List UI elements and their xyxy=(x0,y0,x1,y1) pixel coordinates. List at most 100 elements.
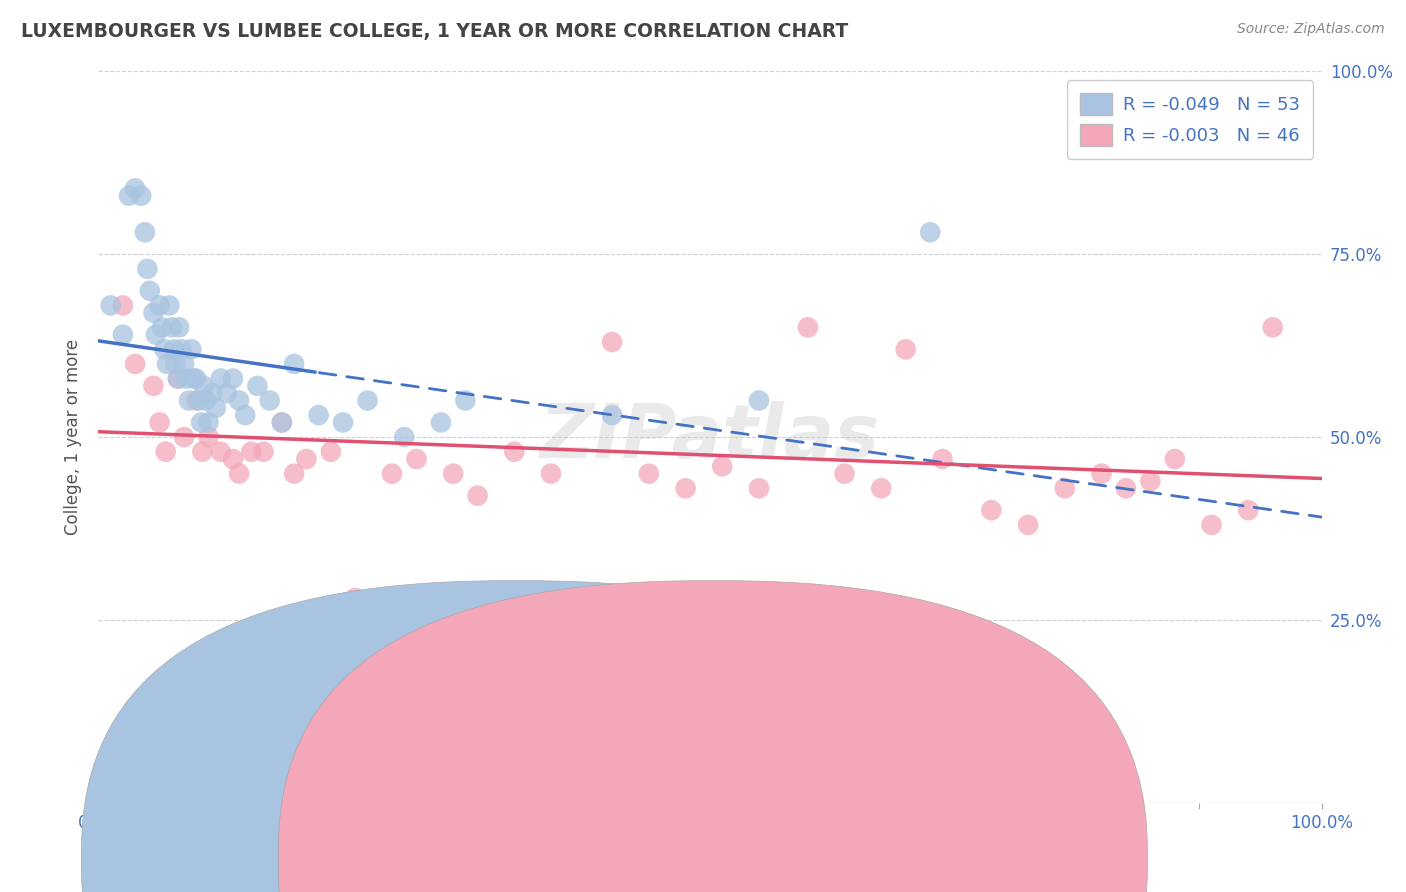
Point xyxy=(540,467,562,481)
Point xyxy=(173,357,195,371)
Point xyxy=(344,591,367,605)
Point xyxy=(186,371,208,385)
Point xyxy=(155,444,177,458)
Legend: R = -0.049   N = 53, R = -0.003   N = 46: R = -0.049 N = 53, R = -0.003 N = 46 xyxy=(1067,80,1313,159)
Point xyxy=(167,371,190,385)
Text: Source: ZipAtlas.com: Source: ZipAtlas.com xyxy=(1237,22,1385,37)
Point xyxy=(157,298,180,312)
Point xyxy=(186,393,208,408)
Point xyxy=(145,327,167,342)
Point xyxy=(191,444,214,458)
Point xyxy=(136,261,159,276)
Point xyxy=(1017,517,1039,532)
Point xyxy=(180,343,202,357)
Point xyxy=(295,452,318,467)
Point xyxy=(675,481,697,495)
Point xyxy=(193,379,215,393)
Point xyxy=(441,467,464,481)
Point xyxy=(129,188,152,202)
Point xyxy=(711,459,734,474)
Point xyxy=(165,357,187,371)
Point xyxy=(503,444,526,458)
Point xyxy=(100,298,122,312)
Point xyxy=(1139,474,1161,488)
Point xyxy=(1090,467,1112,481)
Point xyxy=(205,401,228,415)
Point xyxy=(228,467,250,481)
Point xyxy=(183,371,205,385)
Point xyxy=(233,408,256,422)
Point xyxy=(177,393,200,408)
Point xyxy=(1261,320,1284,334)
Point xyxy=(170,343,193,357)
Point xyxy=(797,320,820,334)
Point xyxy=(834,467,856,481)
Point xyxy=(124,181,146,195)
Text: Luxembourgers: Luxembourgers xyxy=(537,849,666,867)
Point xyxy=(167,320,190,334)
Point xyxy=(149,298,172,312)
Point xyxy=(222,371,245,385)
Point xyxy=(201,386,224,401)
Text: Lumbee: Lumbee xyxy=(734,849,800,867)
Point xyxy=(454,393,477,408)
Point xyxy=(405,452,427,467)
Point xyxy=(197,416,219,430)
Point xyxy=(163,343,186,357)
Point xyxy=(980,503,1002,517)
Point xyxy=(600,334,623,349)
Point xyxy=(748,481,770,495)
Point xyxy=(176,371,198,385)
Point xyxy=(931,452,953,467)
Point xyxy=(153,343,176,357)
Point xyxy=(187,393,209,408)
Point xyxy=(637,467,661,481)
Point xyxy=(209,371,232,385)
Point xyxy=(920,225,942,239)
Point xyxy=(259,393,281,408)
Point xyxy=(515,649,537,664)
Point xyxy=(190,416,212,430)
Point xyxy=(142,379,165,393)
Point xyxy=(1237,503,1260,517)
Point xyxy=(209,444,232,458)
Text: LUXEMBOURGER VS LUMBEE COLLEGE, 1 YEAR OR MORE CORRELATION CHART: LUXEMBOURGER VS LUMBEE COLLEGE, 1 YEAR O… xyxy=(21,22,848,41)
Point xyxy=(332,416,354,430)
Point xyxy=(430,416,453,430)
Point xyxy=(748,393,770,408)
Point xyxy=(111,298,134,312)
Point xyxy=(222,452,245,467)
Point xyxy=(167,371,190,385)
Point xyxy=(308,408,330,422)
Point xyxy=(173,430,195,444)
Point xyxy=(894,343,917,357)
Point xyxy=(160,320,183,334)
Point xyxy=(1053,481,1076,495)
Point xyxy=(319,444,342,458)
Point xyxy=(150,320,173,334)
Point xyxy=(270,416,294,430)
Y-axis label: College, 1 year or more: College, 1 year or more xyxy=(65,339,83,535)
Point xyxy=(246,379,269,393)
Point xyxy=(134,225,156,239)
Point xyxy=(1115,481,1137,495)
Text: ZIPatlas: ZIPatlas xyxy=(540,401,880,474)
Point xyxy=(1201,517,1223,532)
Point xyxy=(124,357,146,371)
Point xyxy=(111,327,134,342)
Point xyxy=(283,467,305,481)
Point xyxy=(283,357,305,371)
Point xyxy=(356,393,378,408)
Point xyxy=(381,467,404,481)
Point xyxy=(467,489,489,503)
Point xyxy=(215,386,238,401)
Point xyxy=(197,430,219,444)
Point xyxy=(118,188,141,202)
Point xyxy=(149,416,172,430)
Point xyxy=(392,430,416,444)
Point xyxy=(870,481,893,495)
Point xyxy=(270,416,294,430)
Point xyxy=(156,357,179,371)
Point xyxy=(142,306,165,320)
Point xyxy=(252,444,274,458)
